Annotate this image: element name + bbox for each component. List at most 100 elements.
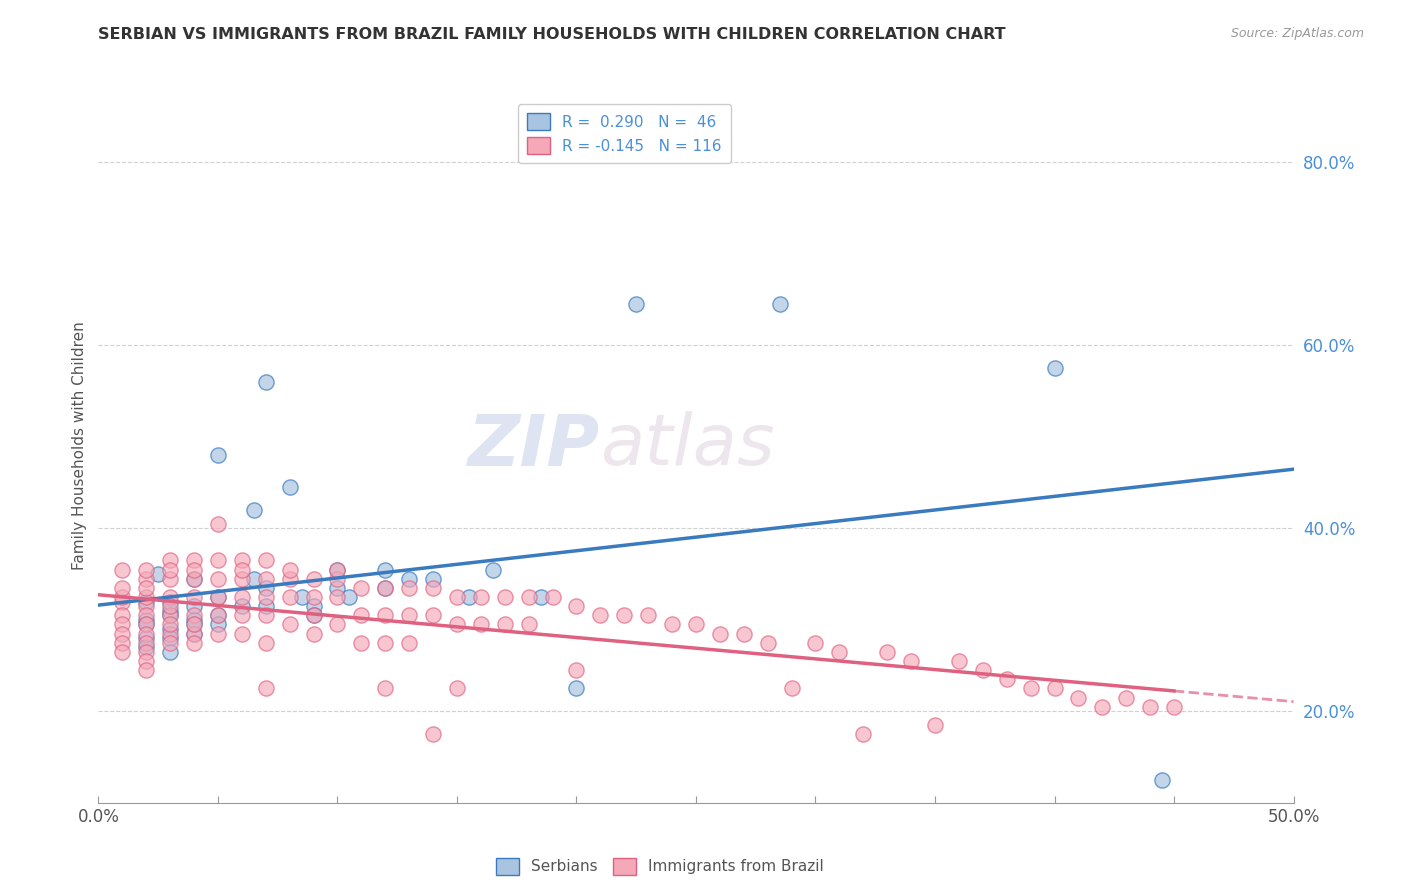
Point xyxy=(1091,699,1114,714)
Point xyxy=(183,590,205,604)
Point xyxy=(111,594,134,608)
Point xyxy=(756,636,779,650)
Point xyxy=(159,553,181,567)
Point xyxy=(243,572,266,586)
Point xyxy=(159,562,181,576)
Point xyxy=(326,590,349,604)
Point xyxy=(254,636,277,650)
Point xyxy=(374,581,396,595)
Point xyxy=(207,617,229,632)
Point xyxy=(159,645,181,659)
Point xyxy=(254,590,277,604)
Point xyxy=(398,581,420,595)
Legend: Serbians, Immigrants from Brazil: Serbians, Immigrants from Brazil xyxy=(491,852,830,880)
Point xyxy=(685,617,707,632)
Point xyxy=(470,617,492,632)
Point xyxy=(231,553,253,567)
Point xyxy=(278,572,301,586)
Point xyxy=(254,599,277,613)
Point xyxy=(159,594,181,608)
Point xyxy=(768,297,790,311)
Point xyxy=(159,622,181,636)
Point xyxy=(458,590,481,604)
Point xyxy=(326,617,349,632)
Point xyxy=(183,636,205,650)
Point xyxy=(1019,681,1042,696)
Point xyxy=(159,604,181,618)
Point xyxy=(135,581,157,595)
Point xyxy=(183,572,205,586)
Point xyxy=(494,590,516,604)
Point xyxy=(350,636,373,650)
Point xyxy=(231,608,253,623)
Text: Source: ZipAtlas.com: Source: ZipAtlas.com xyxy=(1230,27,1364,40)
Point xyxy=(135,645,157,659)
Point xyxy=(1139,699,1161,714)
Point xyxy=(446,617,468,632)
Point xyxy=(565,599,588,613)
Point xyxy=(159,608,181,623)
Point xyxy=(254,375,277,389)
Point xyxy=(183,617,205,632)
Point xyxy=(541,590,564,604)
Point xyxy=(159,626,181,640)
Point xyxy=(374,562,396,576)
Point xyxy=(804,636,827,650)
Point xyxy=(135,640,157,655)
Point xyxy=(159,590,181,604)
Point xyxy=(1115,690,1137,705)
Point xyxy=(613,608,636,623)
Point xyxy=(135,631,157,645)
Point xyxy=(948,654,970,668)
Point xyxy=(422,572,444,586)
Point xyxy=(374,608,396,623)
Point xyxy=(231,590,253,604)
Point xyxy=(924,718,946,732)
Point xyxy=(900,654,922,668)
Point xyxy=(302,590,325,604)
Point xyxy=(326,572,349,586)
Point xyxy=(207,626,229,640)
Point xyxy=(111,581,134,595)
Point xyxy=(183,599,205,613)
Point xyxy=(183,562,205,576)
Point xyxy=(637,608,659,623)
Point xyxy=(852,727,875,741)
Point xyxy=(302,599,325,613)
Point xyxy=(589,608,612,623)
Text: atlas: atlas xyxy=(600,411,775,481)
Point xyxy=(828,645,851,659)
Point xyxy=(422,581,444,595)
Point xyxy=(135,617,157,632)
Point xyxy=(135,562,157,576)
Point xyxy=(135,617,157,632)
Point xyxy=(290,590,312,604)
Point xyxy=(278,562,301,576)
Point xyxy=(111,645,134,659)
Point xyxy=(326,562,349,576)
Point xyxy=(350,581,373,595)
Point xyxy=(278,590,301,604)
Y-axis label: Family Households with Children: Family Households with Children xyxy=(72,322,87,570)
Point xyxy=(207,608,229,623)
Point xyxy=(135,608,157,623)
Point xyxy=(207,590,229,604)
Point xyxy=(183,617,205,632)
Point xyxy=(326,581,349,595)
Point xyxy=(374,636,396,650)
Point xyxy=(231,626,253,640)
Point xyxy=(183,626,205,640)
Point xyxy=(565,681,588,696)
Point xyxy=(159,631,181,645)
Point xyxy=(111,590,134,604)
Point xyxy=(183,626,205,640)
Point xyxy=(1043,681,1066,696)
Point xyxy=(207,448,229,462)
Point xyxy=(733,626,755,640)
Point xyxy=(972,663,994,677)
Point xyxy=(494,617,516,632)
Point xyxy=(111,636,134,650)
Point xyxy=(231,599,253,613)
Point xyxy=(278,480,301,494)
Point xyxy=(243,503,266,517)
